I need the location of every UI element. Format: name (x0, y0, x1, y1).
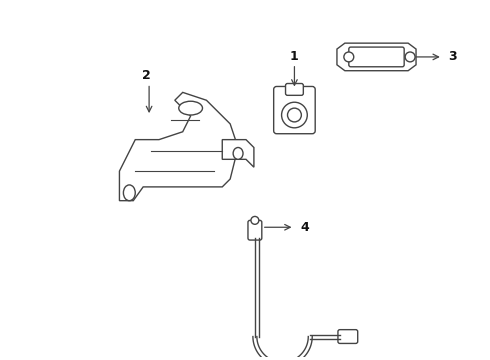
FancyBboxPatch shape (286, 84, 303, 95)
FancyBboxPatch shape (274, 86, 315, 134)
Ellipse shape (123, 185, 135, 201)
Circle shape (405, 52, 415, 62)
Polygon shape (337, 43, 416, 71)
Text: 4: 4 (300, 221, 309, 234)
FancyBboxPatch shape (338, 330, 358, 343)
Ellipse shape (233, 148, 243, 159)
FancyBboxPatch shape (248, 220, 262, 240)
Circle shape (344, 52, 354, 62)
Text: 1: 1 (290, 50, 299, 63)
Text: 2: 2 (142, 69, 150, 82)
Circle shape (282, 102, 307, 128)
Polygon shape (222, 140, 254, 167)
Circle shape (288, 108, 301, 122)
Text: 3: 3 (448, 50, 457, 63)
Circle shape (251, 216, 259, 224)
FancyBboxPatch shape (349, 47, 404, 67)
Polygon shape (120, 93, 238, 201)
Ellipse shape (179, 101, 202, 115)
